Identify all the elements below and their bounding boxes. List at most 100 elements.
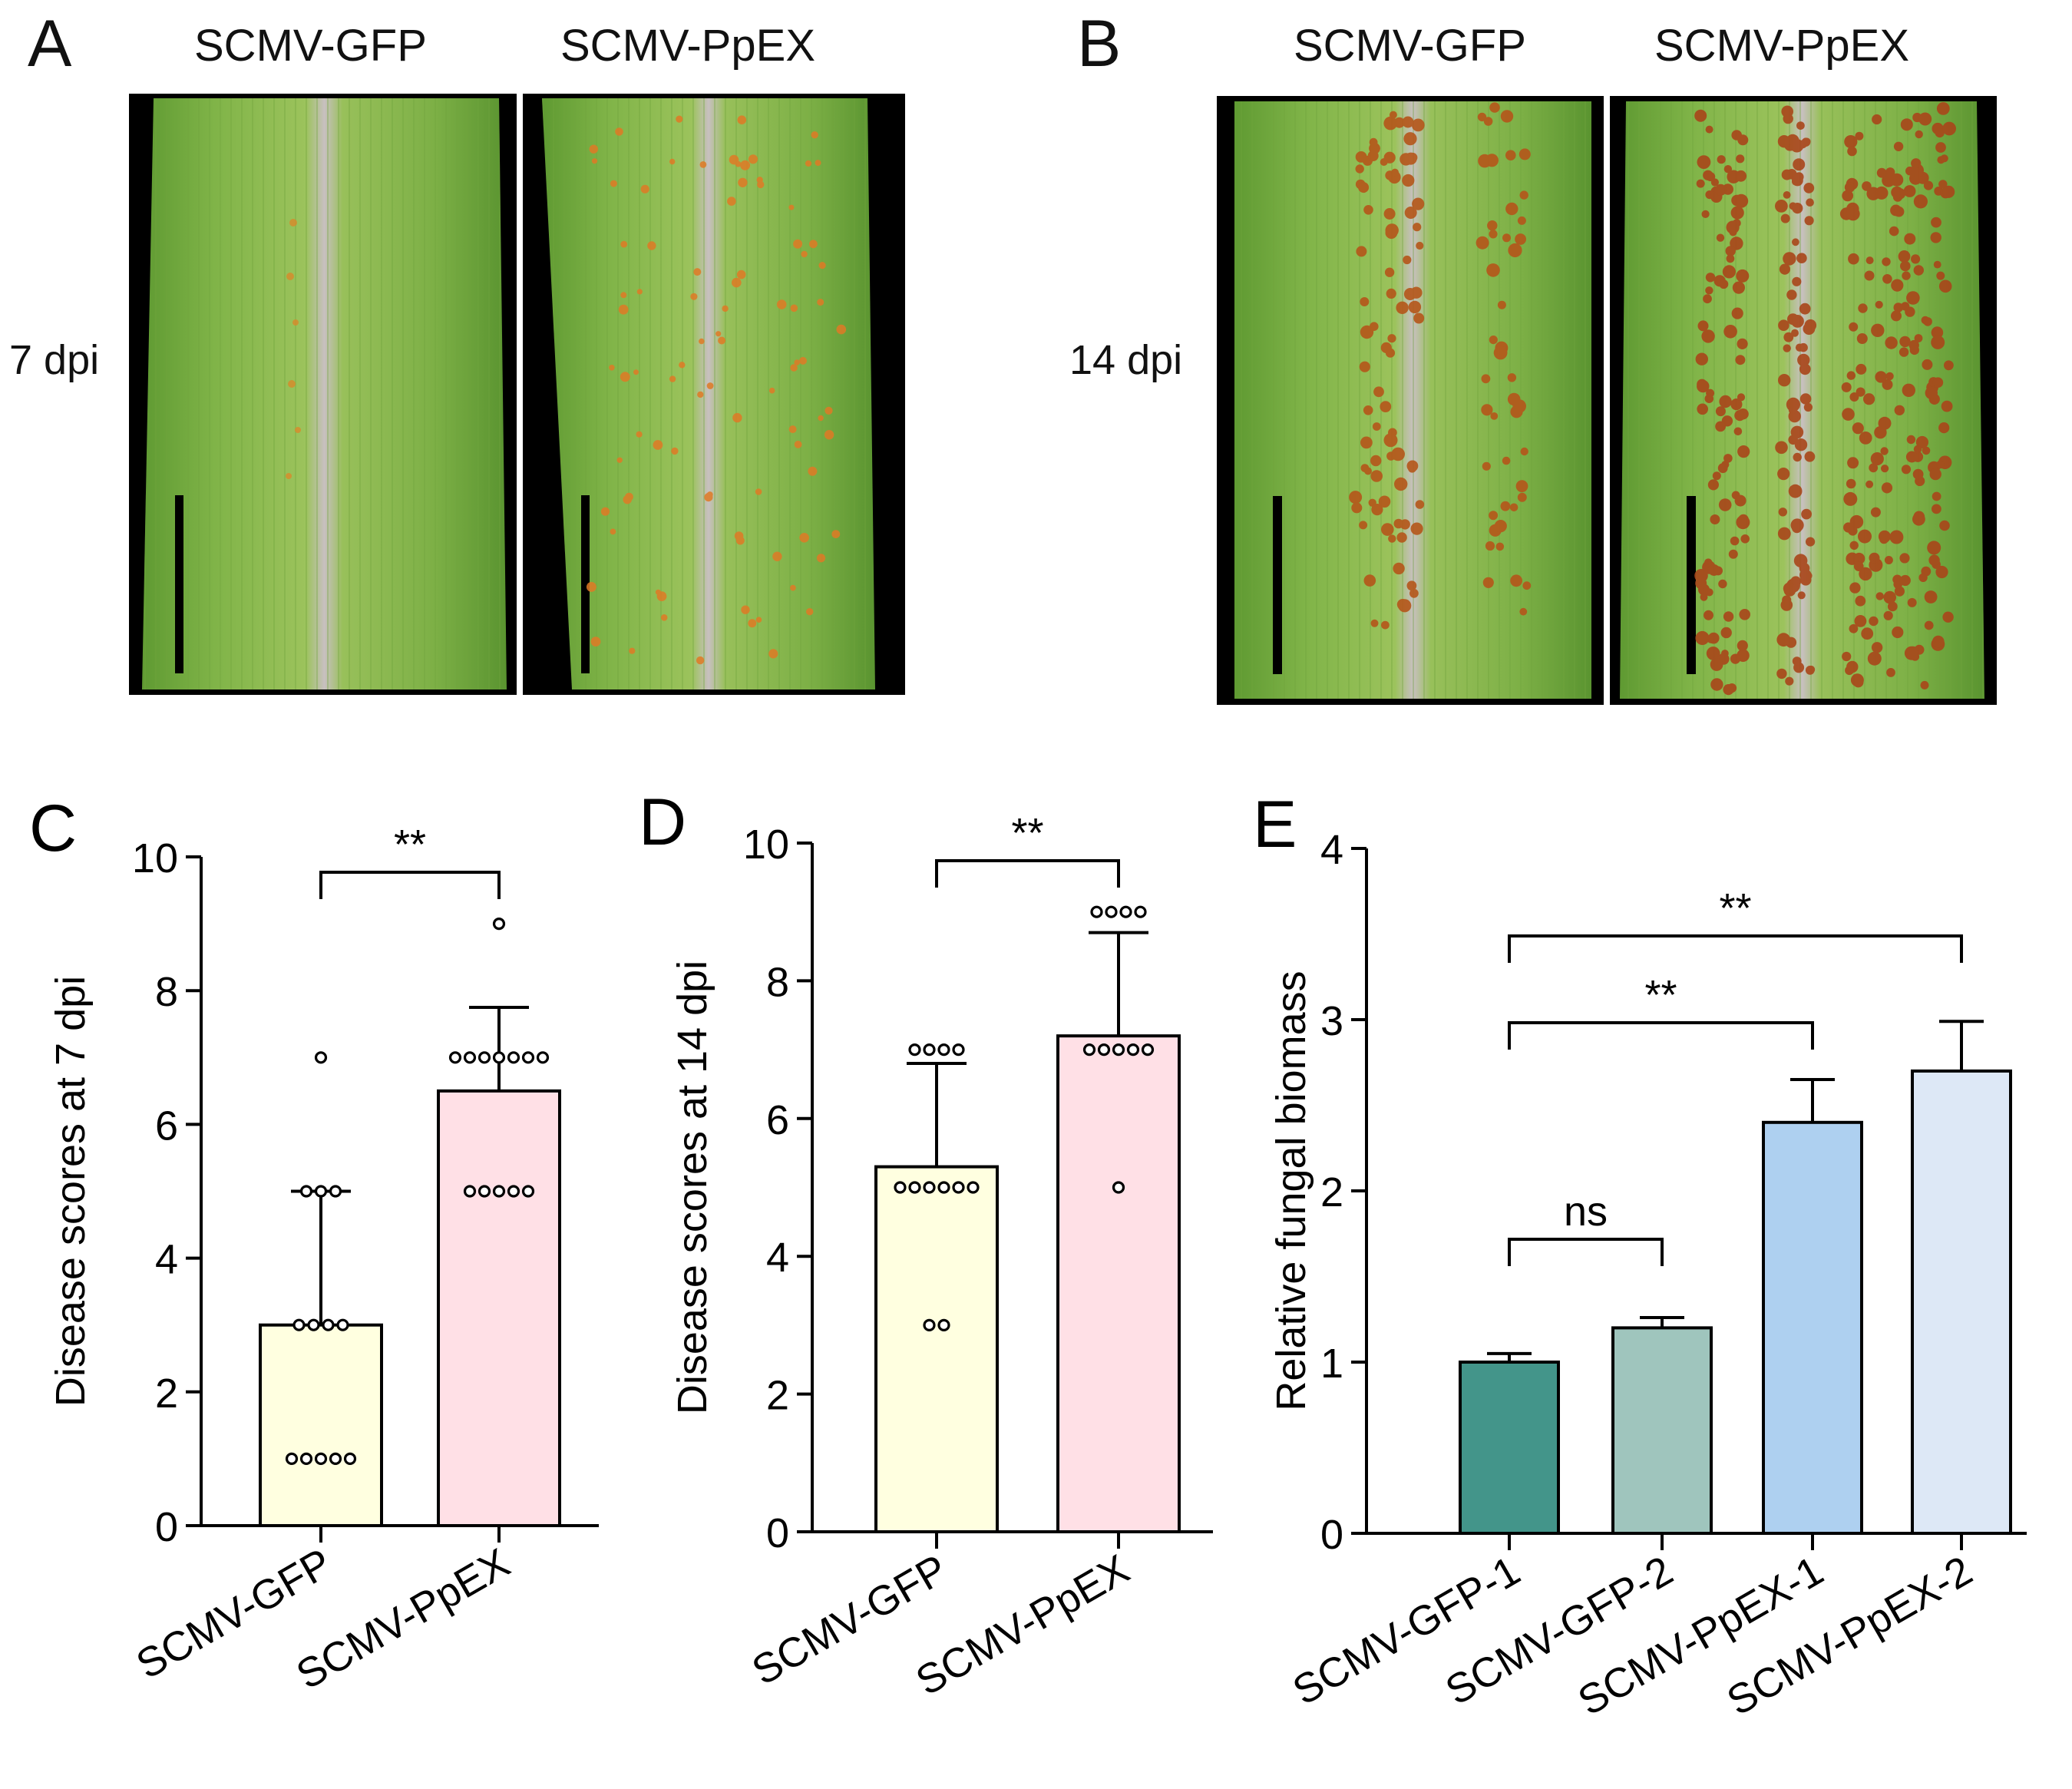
rust-spot [1792,523,1803,534]
rust-spot [1476,236,1489,250]
rust-spot [1846,478,1856,489]
rust-spot [1889,226,1899,236]
rust-spot [1885,372,1894,381]
rust-spot [1795,343,1804,352]
rust-spot [1942,121,1957,136]
rust-spot [1726,254,1735,263]
rust-spot [1913,445,1922,454]
rust-spot [1481,404,1493,416]
rust-spot [1710,514,1720,524]
rust-spot [748,619,757,628]
rust-spot [1737,393,1746,402]
data-point [463,1051,477,1064]
rust-spot [799,533,809,543]
rust-spot [1490,412,1499,420]
bar-scmv-ppex-2 [1911,1069,2012,1535]
panel-a-col-label-ppex: SCMV-PpEX [560,21,815,71]
rust-spot [620,240,628,248]
rust-spot [1938,180,1948,189]
rust-spot [1716,233,1725,242]
rust-spot [615,127,623,136]
data-point [894,1181,907,1194]
rust-spot [1867,651,1882,666]
rust-spot [1899,336,1911,348]
rust-spot [772,551,782,561]
rust-spot [1805,666,1815,675]
rust-spot [768,649,778,659]
rust-spot [1940,154,1948,163]
rust-spot [1482,461,1491,471]
rust-spot [1363,574,1376,587]
rust-spot [1941,400,1953,412]
rust-spot [1731,307,1743,319]
rust-spot [1730,206,1744,220]
rust-spot [1935,142,1946,153]
rust-spot [1370,470,1383,482]
rust-spot [1385,348,1396,358]
rust-spot [1872,114,1882,125]
rust-spot [1734,193,1749,208]
y-tick-label: 10 [743,822,789,868]
rust-spot [1408,300,1422,314]
data-point [478,1185,491,1198]
rust-spot [1384,267,1395,277]
data-point [322,1318,335,1331]
data-point [292,1318,306,1331]
rust-spot [636,431,643,438]
rust-spot [620,372,630,382]
significance-label: ** [1011,810,1043,856]
rust-spot [1730,653,1741,664]
rust-spot [1789,138,1804,153]
rust-spot [1413,223,1422,232]
significance-label: ns [1564,1189,1608,1235]
rust-spot [660,614,668,621]
scale-bar [1687,496,1696,674]
rust-spot [1715,421,1727,432]
rust-spot [1714,184,1727,196]
rust-spot [1489,230,1498,239]
rust-spot [816,554,826,563]
bar-scmv-gfp-1 [1459,1361,1560,1535]
data-point [1119,905,1132,918]
rust-spot [1884,556,1893,564]
rust-spot [1410,522,1423,535]
rust-spot [776,299,787,309]
rust-spot [1723,684,1734,696]
rust-spot [1710,678,1723,691]
rust-spot [1727,170,1740,184]
rust-spot [1776,668,1787,680]
rust-spot [1875,300,1883,309]
rust-spot [1893,206,1905,217]
rust-spot [1412,197,1425,210]
rust-spot [1923,317,1932,326]
rust-spot [1363,405,1373,415]
rust-spot [1723,611,1734,622]
rust-spot [1386,288,1396,299]
rust-spot [1859,567,1872,581]
rust-spot [633,369,639,375]
data-point [908,1181,921,1194]
rust-spot [1403,132,1417,146]
rust-spot [610,528,616,535]
data-point [952,1043,965,1057]
rust-spot [1783,582,1795,595]
significance-bracket [1508,1238,1664,1266]
rust-spot [1931,335,1945,349]
panel-letter-d: D [639,785,686,859]
y-tick-label: 1 [1320,1341,1343,1387]
rust-spot [1733,427,1743,436]
rust-spot [1788,484,1803,498]
rust-spot [1778,508,1787,517]
rust-spot [1882,379,1893,390]
rust-spot [1792,656,1802,666]
rust-spot [618,304,629,315]
rust-spot [824,430,834,440]
rust-spot [1861,627,1874,640]
rust-spot [1406,580,1417,591]
rust-spot [1855,595,1866,607]
rust-spot [1900,260,1911,272]
rust-spot [1899,553,1910,564]
data-point [507,1051,520,1064]
rust-spot [1842,651,1852,662]
rust-spot [1495,542,1505,551]
